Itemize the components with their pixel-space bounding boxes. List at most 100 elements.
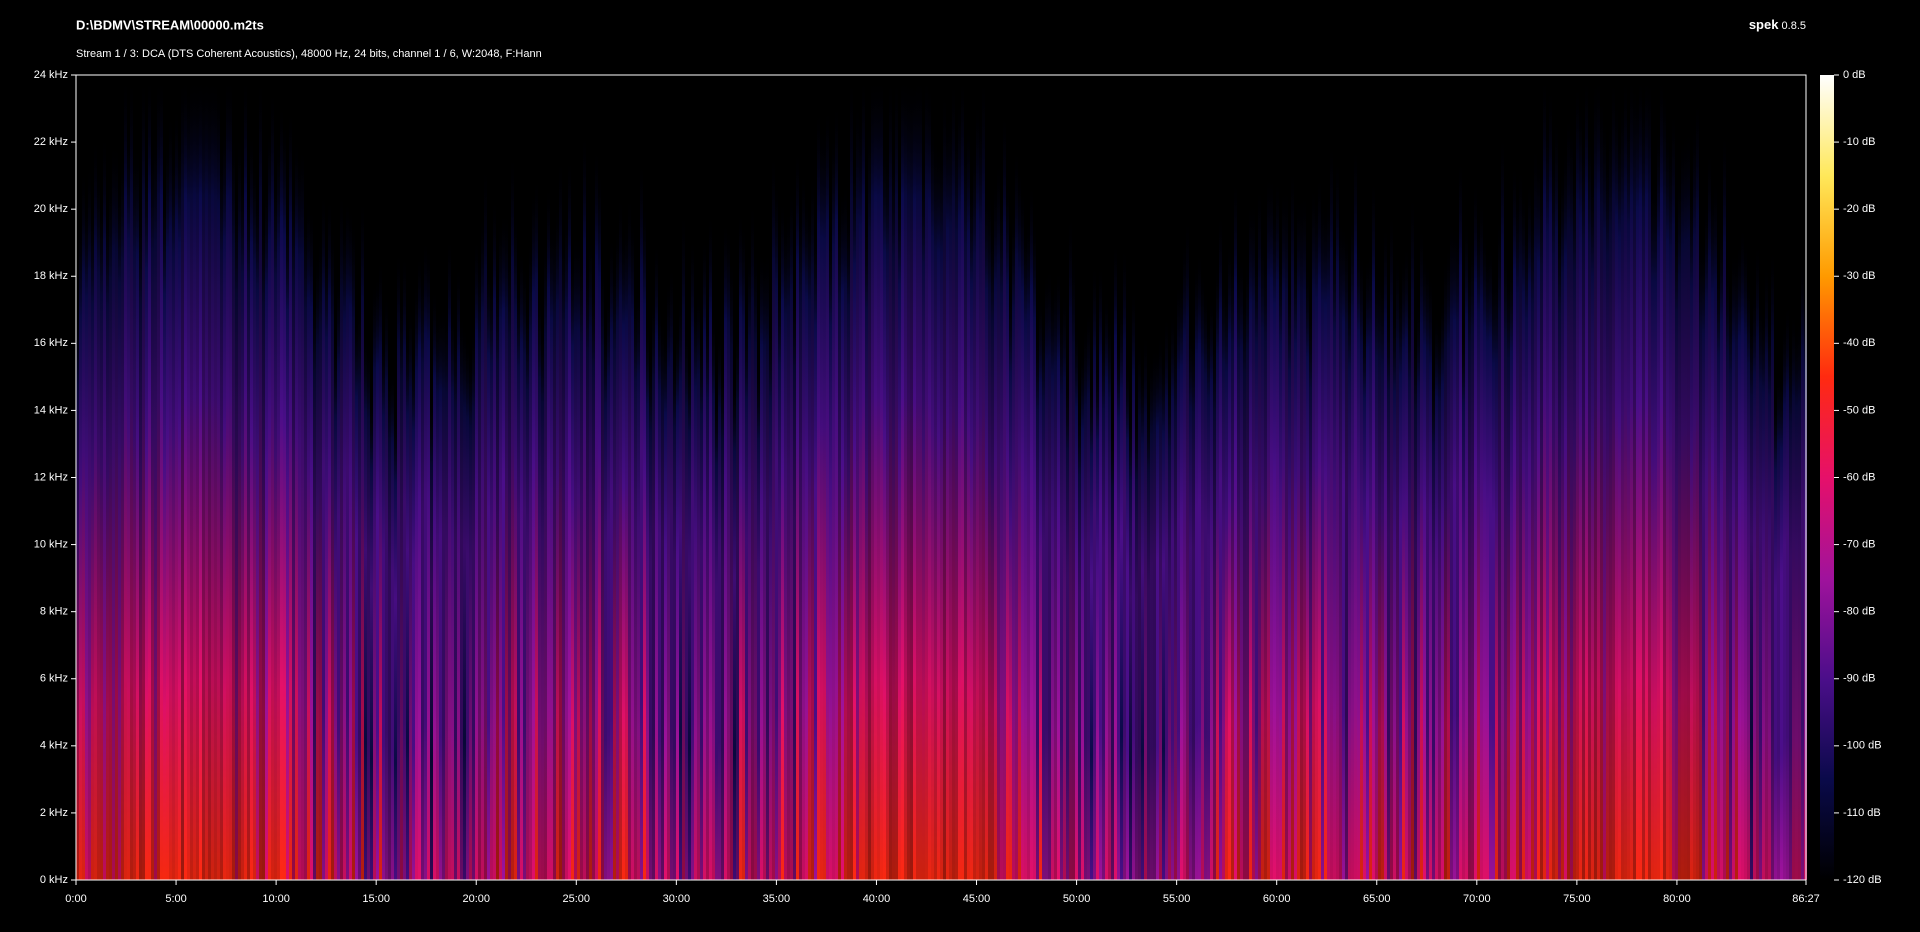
spectrogram-column — [1348, 278, 1351, 880]
spectrogram-column — [1063, 289, 1066, 880]
spectrogram-column — [172, 144, 175, 880]
spectrogram-column — [283, 122, 286, 880]
spectrogram-column — [1426, 258, 1429, 880]
spectrogram-column — [1612, 75, 1615, 880]
spectrogram-column — [145, 161, 148, 880]
spectrogram-column — [247, 177, 250, 881]
spectrogram-column — [211, 75, 214, 880]
spectrogram-column — [202, 75, 205, 880]
spectrogram-column — [157, 75, 160, 880]
spectrogram-column — [1444, 253, 1447, 881]
spectrogram-column — [421, 270, 424, 880]
x-tick-label: 75:00 — [1563, 893, 1591, 905]
spectrogram-column — [448, 236, 451, 880]
spectrogram-column — [928, 82, 931, 881]
spectrogram-column — [733, 375, 736, 880]
spectrogram-column — [1051, 287, 1054, 880]
spectrogram-column — [295, 136, 298, 881]
spectrogram-column — [1369, 248, 1372, 880]
spectrogram-column — [673, 347, 676, 880]
spectrogram-column — [1246, 254, 1249, 881]
spectrogram-column — [1318, 174, 1321, 880]
spectrogram-column — [184, 75, 187, 880]
spectrogram-column — [208, 75, 211, 880]
spectrogram-column — [1102, 327, 1105, 880]
spectrogram-column — [772, 151, 775, 881]
spectrogram-column — [505, 208, 508, 880]
spectrogram-column — [1594, 75, 1597, 880]
spectrogram-column — [280, 102, 283, 880]
spectrogram-column — [1264, 246, 1267, 880]
spectrogram-column — [121, 150, 124, 880]
spectrogram-column — [1060, 309, 1063, 881]
spectrogram-column — [679, 292, 682, 880]
spectrogram-column — [1090, 379, 1093, 880]
spectrogram-column — [1219, 212, 1222, 881]
spectrogram-column — [940, 142, 943, 880]
spectrogram-column — [268, 126, 271, 880]
spectrogram-column — [625, 219, 628, 881]
spectrogram-column — [874, 75, 877, 880]
spectrogram-column — [724, 219, 727, 880]
x-tick-label: 35:00 — [763, 893, 791, 905]
spectrogram-column — [1288, 280, 1291, 880]
spectrogram-column — [307, 195, 310, 880]
spectrogram-column — [1342, 223, 1345, 881]
spectrogram-column — [1726, 258, 1729, 880]
spectrogram-column — [604, 322, 607, 881]
spectrogram-column — [1297, 194, 1300, 881]
spectrogram-column — [1495, 268, 1498, 881]
spectrogram-column — [1669, 140, 1672, 880]
spectrogram-column — [1690, 180, 1693, 880]
spectrogram-column — [541, 318, 544, 880]
spectrogram-column — [898, 179, 901, 881]
spectrogram-column — [853, 157, 856, 881]
y-tick-label: 0 kHz — [40, 874, 68, 886]
spectrogram-column — [397, 248, 400, 881]
spectrogram-column — [1642, 93, 1645, 880]
spectrogram-column — [1744, 239, 1747, 880]
spectrogram-column — [205, 75, 208, 880]
spectrogram-column — [1189, 325, 1192, 880]
spectrogram-column — [1720, 224, 1723, 880]
spectrogram-column — [1390, 209, 1393, 881]
spectrogram-column — [1141, 366, 1144, 880]
spectrogram-column — [1753, 285, 1756, 880]
spectrogram-column — [1273, 203, 1276, 880]
spectrogram-column — [745, 315, 748, 881]
spectrogram-column — [367, 337, 370, 880]
spectrogram-column — [1483, 229, 1486, 880]
spectrogram-column — [1648, 75, 1651, 880]
spectrogram-column — [487, 261, 490, 880]
spectrogram-column — [1201, 268, 1204, 880]
y-tick-label: 4 kHz — [40, 740, 68, 752]
spectrogram-column — [1507, 266, 1510, 880]
spectrogram-column — [220, 141, 223, 881]
spectrogram-column — [403, 252, 406, 880]
spectrogram-column — [1570, 122, 1573, 881]
spectrogram-column — [535, 174, 538, 881]
spectrogram-column — [790, 185, 793, 880]
spectrogram-column — [616, 223, 619, 881]
spectrogram-column — [619, 193, 622, 880]
spectrogram-column — [742, 222, 745, 880]
spectrogram-column — [1450, 217, 1453, 880]
spectrogram-column — [574, 231, 577, 880]
spectrogram-column — [1702, 236, 1705, 880]
spectrogram-column — [1585, 75, 1588, 880]
spectrogram-column — [250, 130, 253, 880]
spectrogram-column — [139, 203, 142, 880]
spectrogram-column — [1429, 274, 1432, 880]
spectrogram-column — [1204, 287, 1207, 880]
spectrogram-column — [865, 209, 868, 881]
colorbar-tick-label: -110 dB — [1843, 807, 1881, 819]
spectrogram-column — [1561, 165, 1564, 880]
spectrogram-column — [427, 246, 430, 880]
spectrogram-column — [241, 166, 244, 880]
spectrogram-column — [1438, 317, 1441, 880]
spectrogram-column — [1174, 330, 1177, 880]
spectrogram-column — [481, 212, 484, 880]
spectrogram-column — [1525, 219, 1528, 881]
spectrogram-column — [700, 333, 703, 880]
spectrogram-column — [1045, 269, 1048, 881]
